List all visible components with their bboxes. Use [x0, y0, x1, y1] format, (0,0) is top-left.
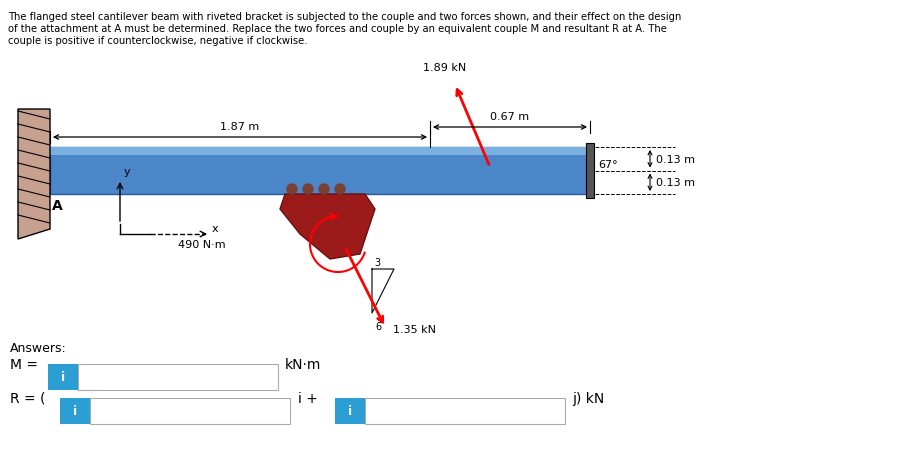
Bar: [50, 147, 590, 156]
Text: 0.13 m: 0.13 m: [656, 178, 695, 188]
Text: i: i: [348, 405, 352, 418]
Bar: [60, 398, 90, 424]
Bar: [90, 398, 290, 424]
Text: 1.35 kN: 1.35 kN: [393, 325, 436, 335]
Text: couple is positive if counterclockwise, negative if clockwise.: couple is positive if counterclockwise, …: [8, 36, 308, 46]
Text: i: i: [61, 371, 65, 384]
Bar: [586, 144, 594, 198]
Text: A: A: [52, 198, 63, 212]
Text: y: y: [124, 166, 130, 177]
Text: kN·m: kN·m: [285, 357, 321, 371]
Text: 67°: 67°: [598, 160, 617, 170]
Polygon shape: [18, 110, 50, 239]
Polygon shape: [280, 194, 375, 259]
Text: x: x: [212, 224, 219, 234]
Text: 3: 3: [374, 258, 380, 267]
Text: The flanged steel cantilever beam with riveted bracket is subjected to the coupl: The flanged steel cantilever beam with r…: [8, 12, 681, 22]
Bar: [48, 364, 78, 390]
Circle shape: [303, 184, 313, 194]
Bar: [78, 364, 278, 390]
Text: Answers:: Answers:: [10, 341, 67, 354]
Text: R = (: R = (: [10, 391, 46, 405]
Text: 6: 6: [375, 321, 381, 331]
Text: M =: M =: [10, 357, 38, 371]
Text: 1.89 kN: 1.89 kN: [423, 63, 466, 73]
Text: i: i: [73, 405, 77, 418]
Circle shape: [287, 184, 297, 194]
Text: j) kN: j) kN: [572, 391, 604, 405]
Bar: [335, 398, 365, 424]
Bar: [50, 147, 590, 194]
Text: 0.67 m: 0.67 m: [491, 112, 529, 122]
Text: of the attachment at A must be determined. Replace the two forces and couple by : of the attachment at A must be determine…: [8, 24, 667, 34]
Text: 0.13 m: 0.13 m: [656, 154, 695, 164]
Circle shape: [335, 184, 345, 194]
Circle shape: [319, 184, 329, 194]
Text: i +: i +: [298, 391, 318, 405]
Bar: [365, 398, 565, 424]
Text: 490 N·m: 490 N·m: [178, 239, 226, 249]
Text: 1.87 m: 1.87 m: [220, 122, 259, 132]
